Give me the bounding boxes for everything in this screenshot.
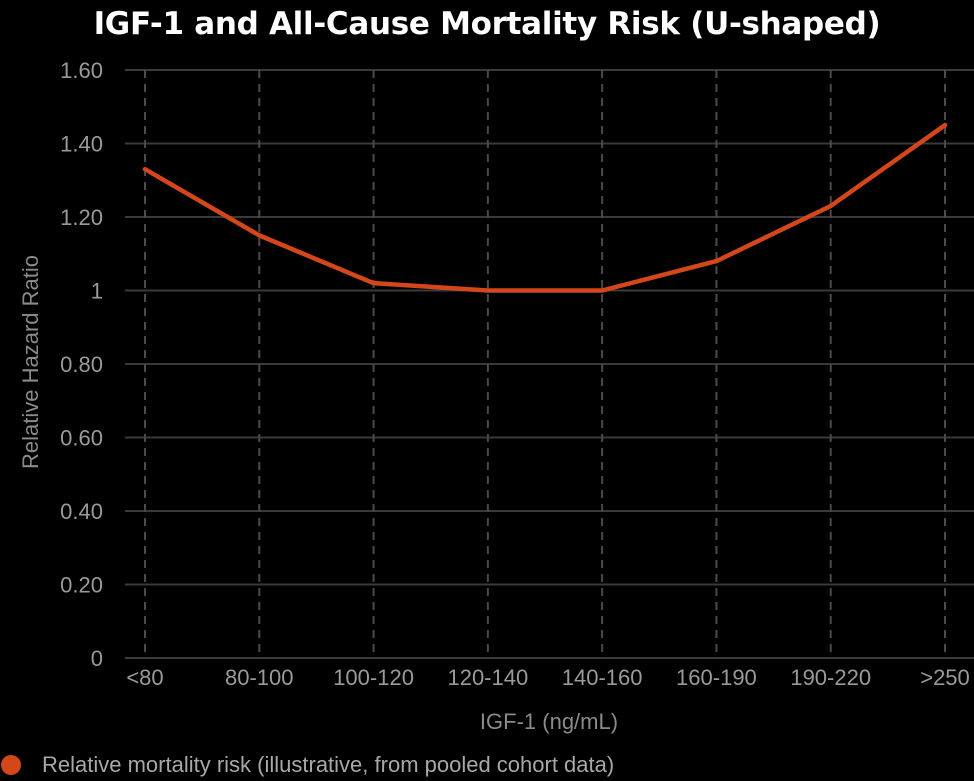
data-point (257, 233, 262, 238)
chart-title: IGF-1 and All-Cause Mortality Risk (U-sh… (93, 6, 881, 42)
x-tick-label: >250 (920, 665, 970, 690)
x-tick-label: 120-140 (447, 665, 528, 690)
y-axis-ticks: 0 0.20 0.40 0.60 0.80 1 1.20 1.40 1.60 (60, 58, 103, 671)
y-tick-label: 1 (91, 279, 103, 304)
data-point (828, 203, 833, 209)
legend: Relative mortality risk (illustrative, f… (0, 750, 614, 780)
series-layer (142, 122, 948, 293)
y-tick-label: 0.60 (60, 426, 103, 451)
data-point (371, 280, 376, 286)
y-tick-label: 1.40 (60, 132, 103, 157)
x-tick-label: 190-220 (790, 665, 871, 690)
data-point (485, 288, 491, 293)
x-axis-label: IGF-1 (ng/mL) (480, 709, 618, 734)
data-point (714, 258, 719, 264)
vertical-gridlines (144, 70, 946, 658)
y-tick-label: 0.80 (60, 352, 103, 377)
x-tick-label: <80 (126, 665, 163, 690)
x-tick-label: 160-190 (676, 665, 757, 690)
x-tick-label: 140-160 (562, 665, 643, 690)
data-point (142, 167, 148, 172)
legend-label: Relative mortality risk (illustrative, f… (42, 752, 615, 777)
series-line (142, 122, 948, 293)
y-tick-label: 0.20 (60, 573, 103, 598)
y-tick-label: 1.20 (60, 205, 103, 230)
x-tick-label: 80-100 (225, 665, 294, 690)
x-tick-label: 100-120 (333, 665, 414, 690)
horizontal-gridlines (125, 69, 974, 659)
y-tick-label: 0.40 (60, 499, 103, 524)
data-point (942, 122, 948, 128)
y-tick-label: 0 (91, 646, 103, 671)
legend-swatch (1, 755, 21, 775)
data-point (599, 288, 605, 293)
x-axis-ticks: <80 80-100 100-120 120-140 140-160 160-190 190… (126, 665, 969, 690)
y-tick-label: 1.60 (60, 58, 103, 83)
y-axis-label: Relative Hazard Ratio (18, 255, 43, 469)
